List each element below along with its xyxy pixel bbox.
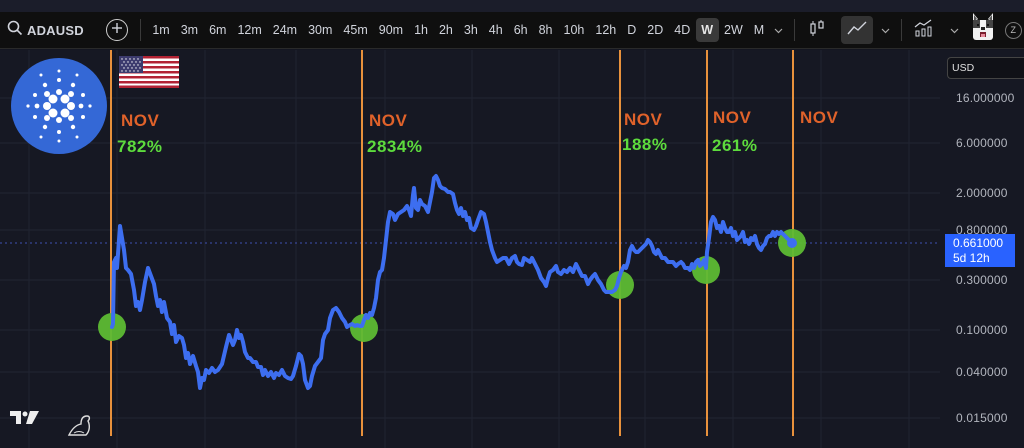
husky-avatar-icon — [969, 11, 997, 50]
current-price-tag: 0.661000 5d 12h — [945, 234, 1015, 267]
price-tick: 16.000000 — [956, 91, 1015, 105]
chevron-down-icon — [950, 21, 959, 39]
interval-45m[interactable]: 45m — [343, 23, 368, 37]
plus-icon — [111, 21, 123, 39]
symbol-search[interactable]: ADAUSD — [7, 16, 84, 44]
interval-30m[interactable]: 30m — [308, 23, 333, 37]
interval-8h[interactable]: 8h — [538, 23, 553, 37]
chevron-down-icon — [881, 21, 890, 39]
toolbar-divider — [793, 19, 795, 41]
interval-1m[interactable]: 1m — [152, 23, 170, 37]
symbol-name: ADAUSD — [27, 22, 84, 38]
indicators-button[interactable] — [908, 16, 940, 44]
us-flag-icon — [119, 56, 179, 88]
indicators-dropdown[interactable] — [946, 18, 964, 42]
annotation-pct-3: 188% — [622, 135, 668, 154]
price-tick: 0.100000 — [956, 323, 1008, 337]
interval-d[interactable]: D — [627, 23, 637, 37]
price-tick: 0.040000 — [956, 365, 1008, 379]
annotation-pct-2: 2834% — [367, 137, 423, 156]
line-chart-icon — [846, 19, 868, 42]
interval-12m[interactable]: 12m — [237, 23, 262, 37]
annotation-label-4: NOV — [713, 108, 752, 127]
interval-2d[interactable]: 2D — [647, 23, 664, 37]
annotation-label-5: NOV — [800, 108, 839, 127]
interval-6h[interactable]: 6h — [513, 23, 528, 37]
price-tick: 0.300000 — [956, 273, 1008, 287]
candlestick-icon — [806, 19, 828, 42]
user-avatar[interactable] — [968, 11, 998, 50]
interval-list: 1m 3m 6m 12m 24m 30m 45m 90m 1h 2h 3h 4h… — [147, 18, 770, 42]
interval-w[interactable]: W — [695, 18, 719, 42]
interval-3h[interactable]: 3h — [463, 23, 478, 37]
price-tick: 0.015000 — [956, 411, 1008, 425]
price-chart-plot — [0, 50, 940, 448]
toolbar-divider — [900, 19, 902, 41]
chart-pane[interactable]: NOV 782% NOV 2834% NOV 188% NOV 261% NOV — [0, 50, 1024, 448]
interval-2w[interactable]: 2W — [724, 23, 743, 37]
price-tick: 0.800000 — [956, 223, 1008, 237]
annotation-label-3: NOV — [624, 110, 663, 129]
interval-12h[interactable]: 12h — [595, 23, 617, 37]
interval-90m[interactable]: 90m — [378, 23, 404, 37]
indicators-icon — [913, 19, 935, 42]
interval-6m[interactable]: 6m — [209, 23, 227, 37]
candles-style-button[interactable] — [801, 16, 833, 44]
cardano-logo — [11, 58, 107, 154]
bar-countdown: 5d 12h — [953, 251, 990, 265]
chart-style-dropdown[interactable] — [877, 18, 895, 42]
interval-4d[interactable]: 4D — [674, 23, 691, 37]
intervals-dropdown[interactable] — [770, 18, 788, 42]
tradingview-logo[interactable] — [10, 410, 40, 431]
search-icon — [7, 20, 23, 41]
window-top-strip — [0, 0, 1024, 12]
interval-2h[interactable]: 2h — [438, 23, 453, 37]
interval-24m[interactable]: 24m — [272, 23, 298, 37]
line-style-button[interactable] — [840, 16, 873, 44]
chart-toolbar: ADAUSD 1m 3m 6m 12m 24m 30m 45m 90m 1h 2… — [0, 12, 1024, 49]
chevron-down-icon — [774, 21, 783, 39]
annotation-pct-1: 782% — [117, 137, 163, 156]
tradingview-icon — [10, 411, 39, 424]
annotation-label-1: NOV — [121, 111, 160, 130]
price-tick: 6.000000 — [956, 136, 1008, 150]
interval-4h[interactable]: 4h — [488, 23, 503, 37]
price-tick: 2.000000 — [956, 186, 1008, 200]
profile-z-button[interactable]: Z — [1004, 21, 1022, 39]
interval-1h[interactable]: 1h — [414, 23, 428, 37]
interval-10h[interactable]: 10h — [563, 23, 585, 37]
toolbar-divider — [139, 19, 141, 41]
current-price: 0.661000 — [953, 236, 1004, 250]
annotation-pct-4: 261% — [712, 136, 758, 155]
annotation-label-2: NOV — [369, 111, 408, 130]
interval-3m[interactable]: 3m — [180, 23, 199, 37]
compare-symbol-button[interactable] — [105, 19, 128, 41]
interval-m[interactable]: M — [753, 23, 765, 37]
cardano-icon — [26, 69, 92, 143]
strength-icon — [66, 413, 94, 442]
currency-selector[interactable]: USD — [947, 57, 1024, 79]
